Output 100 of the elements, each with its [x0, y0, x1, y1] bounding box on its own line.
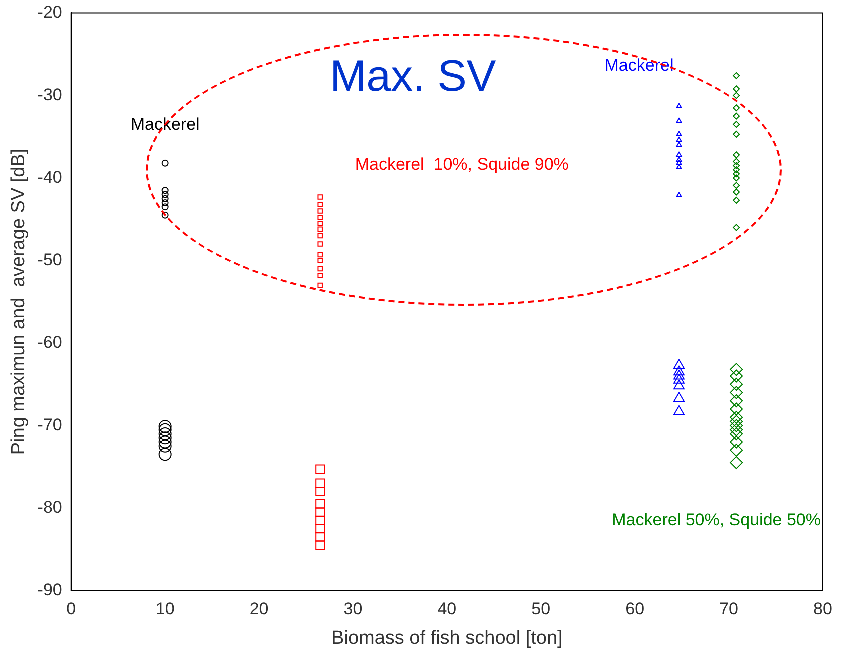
- point: [733, 162, 740, 170]
- y-tick-label: -50: [38, 250, 62, 270]
- point: [730, 423, 744, 436]
- x-tick-label: 60: [626, 600, 645, 619]
- point: [674, 370, 685, 380]
- point: [730, 411, 744, 424]
- point: [730, 378, 744, 392]
- point: [733, 224, 740, 232]
- point: [733, 92, 740, 100]
- point: [676, 156, 682, 162]
- point: [316, 499, 326, 509]
- point: [733, 130, 740, 138]
- annotation: Max. SV: [330, 52, 496, 102]
- y-tick-label: -20: [38, 2, 62, 22]
- point: [316, 487, 326, 497]
- point: [158, 423, 172, 436]
- point: [733, 166, 740, 174]
- x-tick-label: 70: [720, 600, 739, 619]
- point: [162, 195, 169, 202]
- point: [316, 464, 326, 474]
- point: [676, 102, 682, 108]
- point: [318, 272, 323, 278]
- point: [676, 130, 682, 136]
- x-tick-label: 80: [814, 600, 832, 619]
- point: [730, 394, 744, 408]
- point: [730, 370, 744, 383]
- point: [730, 436, 744, 449]
- point: [162, 204, 169, 211]
- point: [730, 363, 744, 376]
- x-tick-label: 10: [156, 600, 175, 619]
- point: [674, 380, 685, 390]
- x-axis-title: Biomass of fish school [ton]: [332, 628, 563, 649]
- point: [676, 192, 682, 198]
- point: [162, 212, 169, 219]
- point: [676, 118, 682, 124]
- point: [318, 258, 323, 264]
- point: [676, 160, 682, 166]
- point: [318, 208, 323, 214]
- text: Mackerel 10%, Squide 90%: [355, 154, 569, 174]
- point: [316, 532, 326, 542]
- point: [676, 136, 682, 142]
- point: [158, 432, 172, 445]
- point: [674, 405, 685, 416]
- point: [162, 199, 169, 206]
- point: [676, 152, 682, 158]
- point: [733, 188, 740, 196]
- point: [158, 428, 172, 441]
- x-tick-label: 0: [66, 600, 76, 619]
- x-tick-label: 20: [250, 600, 269, 619]
- point: [316, 508, 326, 518]
- point: [158, 448, 172, 462]
- point: [733, 152, 740, 159]
- point: [733, 121, 740, 128]
- y-tick-label: -60: [38, 332, 62, 352]
- point: [733, 86, 740, 93]
- y-tick-label: -90: [38, 580, 62, 600]
- point: [318, 220, 323, 226]
- point: [158, 440, 172, 453]
- point: [730, 456, 744, 470]
- y-tick-label: -70: [38, 415, 62, 434]
- point: [674, 374, 685, 384]
- point: [730, 402, 744, 416]
- point: [730, 419, 744, 432]
- point: [162, 187, 169, 194]
- point: [733, 174, 740, 182]
- point: [158, 436, 172, 449]
- point: [730, 386, 744, 400]
- point: [674, 366, 685, 376]
- point: [318, 282, 323, 288]
- point: [318, 202, 323, 208]
- point: [674, 392, 685, 402]
- point: [158, 420, 172, 434]
- point: [162, 160, 169, 167]
- text: Mackerel: [130, 115, 200, 134]
- point: [730, 428, 744, 441]
- point: [676, 142, 682, 148]
- point: [733, 197, 740, 204]
- point: [316, 478, 326, 488]
- point: [318, 215, 323, 220]
- x-tick-label: 40: [438, 600, 457, 619]
- point: [676, 164, 682, 170]
- x-tick-label: 30: [344, 600, 363, 619]
- point: [730, 444, 744, 458]
- point: [318, 233, 323, 239]
- point: [733, 72, 740, 80]
- point: [733, 112, 740, 120]
- point: [318, 226, 323, 232]
- y-axis-title: Ping maximun and average SV [dB]: [8, 148, 30, 456]
- x-tick-label: 50: [532, 600, 551, 619]
- point: [318, 242, 323, 247]
- point: [318, 266, 323, 272]
- point: [733, 170, 740, 178]
- point: [316, 516, 326, 526]
- point: [318, 194, 323, 200]
- point: [733, 158, 740, 166]
- series-label: Mackerel: [604, 56, 674, 76]
- y-tick-label: -80: [38, 498, 62, 517]
- point: [316, 540, 326, 550]
- y-tick-label: -30: [38, 85, 62, 104]
- point: [733, 182, 740, 190]
